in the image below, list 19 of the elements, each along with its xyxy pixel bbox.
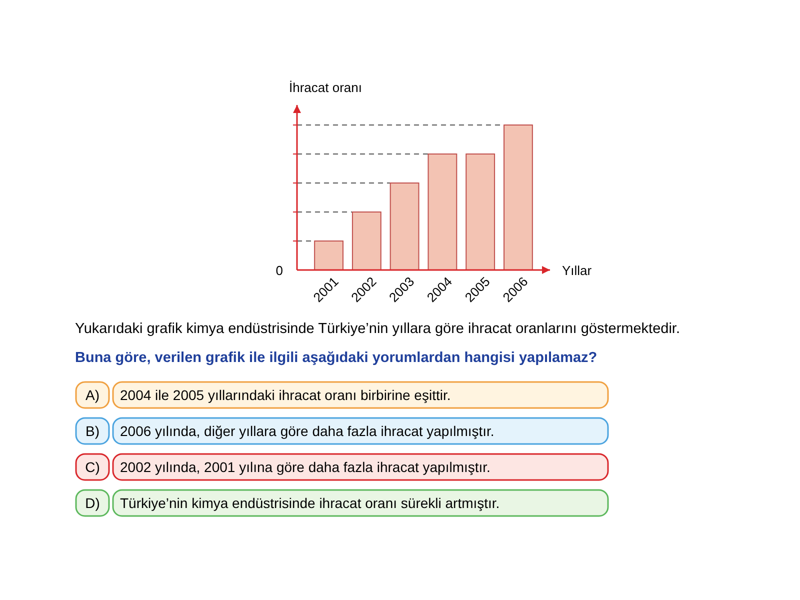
text: Buna göre, verilen grafik ile ilgili aşağıdaki yorumlardan hangisi yapılamaz? — [75, 350, 598, 366]
text: D) — [85, 495, 100, 511]
text: A) — [86, 387, 100, 403]
text: B) — [86, 423, 100, 439]
bar — [314, 240, 344, 270]
text: Yukarıdaki grafik kimya endüstrisinde Türkiye’nin yıllara göre ihracat oranlarını göstermektedir. — [75, 321, 680, 337]
x-axis-title: Yıllar — [562, 263, 592, 278]
text: 0 — [276, 263, 283, 278]
text: Türkiye’nin kimya endüstrisinde ihracat oranı sürekli artmıştır. — [120, 495, 500, 511]
text: 2006 yılında, diğer yıllara göre daha fazla ihracat yapılmıştır. — [120, 423, 494, 439]
text: 2004 ile 2005 yıllarındaki ihracat oranı birbirine eşittir. — [120, 387, 451, 403]
bar — [504, 124, 533, 270]
bar — [428, 154, 458, 270]
y-axis-title: İhracat oranı — [289, 80, 362, 95]
bar — [352, 212, 382, 270]
bar — [390, 182, 420, 270]
text: C) — [85, 459, 100, 475]
bar — [466, 154, 496, 270]
text: 2002 yılında, 2001 yılına göre daha fazla ihracat yapılmıştır. — [120, 459, 490, 475]
